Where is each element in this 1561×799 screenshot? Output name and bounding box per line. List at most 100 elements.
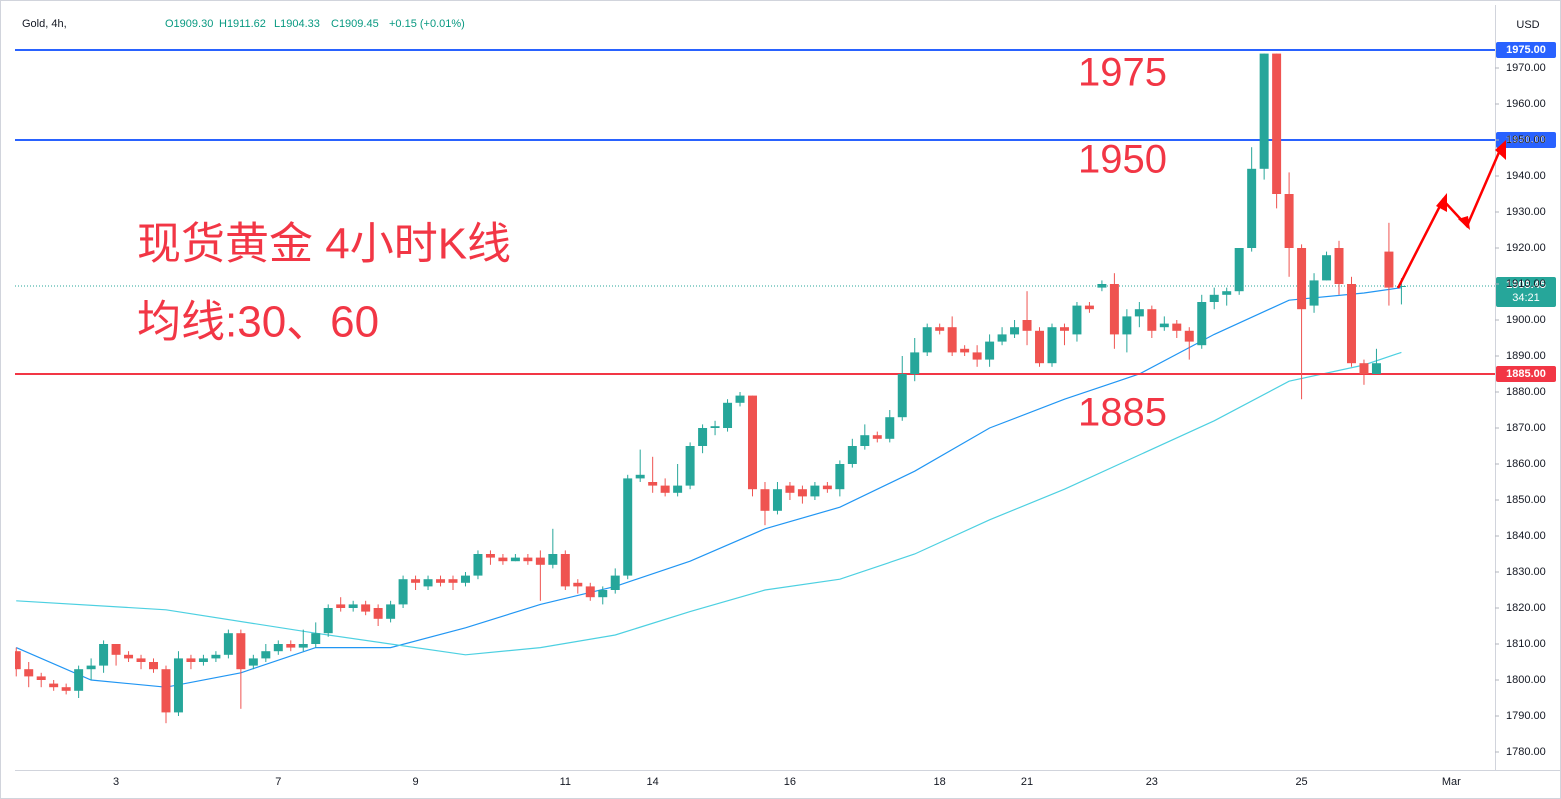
candle-body (1259, 53, 1269, 169)
candle-body (423, 579, 433, 587)
x-tick-label: 25 (1295, 776, 1307, 788)
candle-body (748, 395, 757, 490)
y-tick-label: 1820.00 (1506, 602, 1546, 614)
candle-body (997, 334, 1007, 342)
x-tick-label: 23 (1146, 776, 1158, 788)
x-tick-label: 14 (647, 776, 659, 788)
candle-body (1122, 316, 1132, 335)
candle-body (136, 658, 146, 662)
candle-body (623, 478, 633, 576)
candle-body (273, 644, 283, 652)
y-tick-label: 1910.00 (1506, 278, 1546, 290)
candle-body (198, 658, 208, 662)
candle-body (323, 608, 333, 634)
y-tick-label: 1870.00 (1506, 422, 1546, 434)
candle-body (1010, 327, 1020, 335)
candle-body (985, 341, 995, 360)
legend-open: O1909.30 (165, 18, 213, 30)
candle-body (74, 669, 84, 691)
candle-body (1172, 323, 1182, 331)
y-tick-label: 1880.00 (1506, 386, 1546, 398)
candle-body (935, 327, 945, 331)
candle-body (1059, 327, 1069, 331)
annotation: 均线:30、60 (137, 298, 379, 347)
candle-body (760, 489, 770, 511)
candle-body (785, 485, 795, 493)
y-tick-label: 1920.00 (1506, 242, 1546, 254)
candle-body (635, 474, 645, 479)
last-price-label: 1909.45 (1506, 279, 1546, 291)
candle-body (1272, 53, 1282, 194)
x-tick-label: 16 (784, 776, 796, 788)
candle-body (685, 446, 695, 486)
candle-body (723, 402, 733, 428)
candle-body (373, 608, 383, 619)
candle-body (24, 669, 34, 677)
x-tick-label: Mar (1442, 776, 1461, 788)
level-label: 1885.00 (1506, 368, 1546, 380)
candle-body (1284, 194, 1294, 248)
y-tick-label: 1830.00 (1506, 566, 1546, 578)
candle-body (1334, 248, 1344, 284)
y-tick-label: 1840.00 (1506, 530, 1546, 542)
candle-body (298, 644, 308, 648)
candle-body (548, 554, 558, 565)
candle-body (1384, 251, 1394, 288)
candle-body (560, 554, 570, 587)
candle-body (960, 348, 970, 353)
candle-body (386, 604, 396, 619)
candle-body (261, 651, 271, 659)
candle-body (286, 644, 296, 648)
candle-body (1346, 284, 1356, 364)
candle-body (460, 575, 470, 583)
candle-body (660, 485, 670, 493)
candle-body (822, 485, 832, 490)
candle-body (361, 604, 371, 612)
y-tick-label: 1860.00 (1506, 458, 1546, 470)
countdown: 34:21 (1512, 292, 1540, 304)
candle-body (99, 644, 109, 666)
candle-body (348, 604, 358, 608)
candle-body (1184, 330, 1194, 342)
y-tick-label: 1970.00 (1506, 62, 1546, 74)
candle-body (111, 644, 121, 655)
candle-body (947, 327, 957, 353)
candle-body (735, 395, 745, 403)
candle-body (161, 669, 171, 713)
x-tick-label: 18 (934, 776, 946, 788)
candle-body (411, 579, 421, 583)
candle-body (510, 557, 520, 562)
currency: USD (1516, 19, 1539, 31)
level-label-box (1496, 366, 1556, 382)
x-tick-label: 3 (113, 776, 119, 788)
y-tick-label: 1850.00 (1506, 494, 1546, 506)
level-label-box (1496, 42, 1556, 58)
candle-body (1309, 280, 1319, 306)
candle-body (885, 417, 895, 439)
y-tick-label: 1780.00 (1506, 746, 1546, 758)
candle-body (1322, 255, 1332, 281)
candle-body (173, 658, 183, 713)
ma-line (16, 351, 1402, 656)
candle-body (86, 665, 96, 670)
candle-body (1022, 320, 1032, 331)
legend-close: C1909.45 (331, 18, 379, 30)
candle-body (1084, 305, 1094, 310)
x-tick-label: 11 (560, 776, 571, 788)
annotation: 1885 (1078, 391, 1167, 435)
y-tick-label: 1930.00 (1506, 206, 1546, 218)
candle-body (448, 579, 458, 583)
annotation: 现货黄金 4小时K线 (137, 220, 511, 269)
candle-body (1047, 327, 1057, 364)
y-tick-label: 1790.00 (1506, 710, 1546, 722)
y-tick-label: 1960.00 (1506, 98, 1546, 110)
candle-body (186, 658, 196, 662)
candle-body (1159, 323, 1169, 328)
symbol: Gold, 4h, (22, 18, 67, 30)
candle-body (1035, 330, 1045, 364)
level-label: 1975.00 (1506, 44, 1546, 56)
level-label: 1950.00 (1506, 134, 1546, 146)
candle-body (398, 579, 408, 605)
